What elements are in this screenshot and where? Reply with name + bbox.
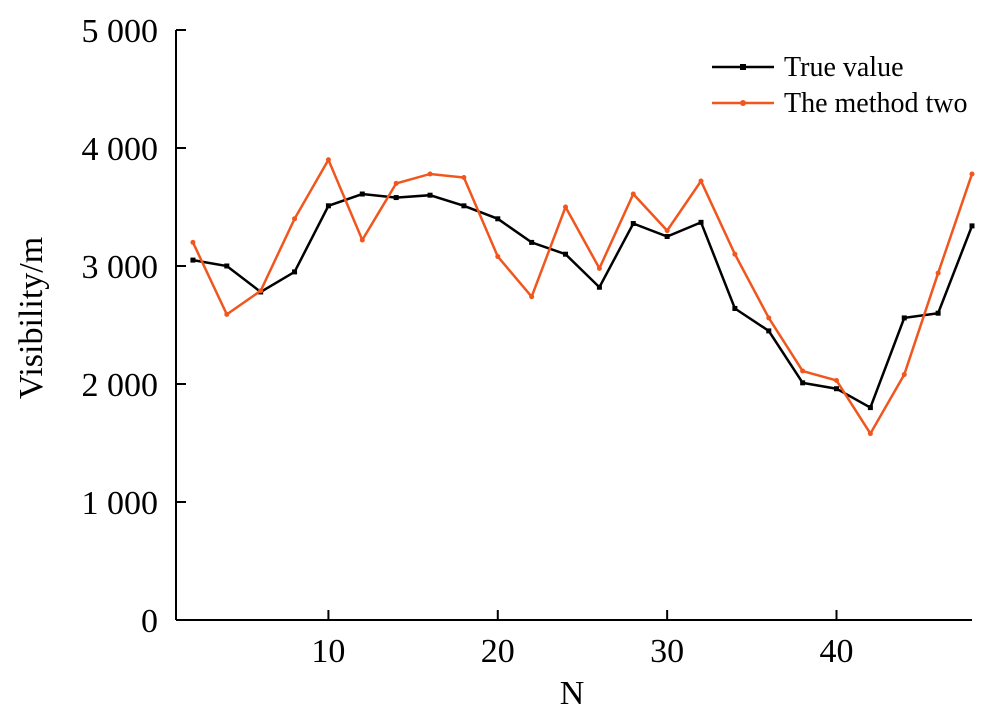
data-point — [800, 380, 806, 386]
x-ticks: 10 20 30 40 — [311, 610, 854, 670]
data-point — [529, 239, 535, 245]
data-point — [393, 180, 399, 186]
y-tick-label: 1 000 — [82, 485, 159, 522]
data-point — [698, 178, 704, 184]
legend-marker — [740, 64, 746, 70]
data-point — [563, 251, 569, 257]
data-point — [867, 405, 873, 411]
data-point — [224, 263, 230, 269]
data-point — [630, 221, 636, 227]
series-1 — [190, 191, 975, 411]
y-tick-label: 4 000 — [82, 131, 159, 168]
x-tick-label: 40 — [820, 633, 854, 670]
data-point — [224, 311, 230, 317]
data-point — [596, 284, 602, 290]
data-point — [969, 223, 975, 229]
data-point — [461, 203, 467, 209]
data-point — [969, 171, 975, 177]
data-point — [935, 270, 941, 276]
data-point — [766, 315, 772, 321]
series-line — [192, 192, 974, 410]
data-point — [664, 228, 670, 234]
series-line — [191, 156, 974, 436]
y-axis-label: Visibility/m — [13, 237, 50, 399]
legend-label: The method two — [784, 88, 968, 119]
data-point — [427, 192, 433, 198]
data-point — [325, 203, 331, 209]
y-tick-label: 3 000 — [82, 249, 159, 286]
y-tick-label: 0 — [141, 603, 158, 640]
legend-marker — [740, 100, 746, 106]
x-tick-label: 30 — [650, 633, 684, 670]
data-point — [834, 386, 840, 392]
x-axis-label: N — [560, 675, 585, 712]
x-tick-label: 10 — [311, 633, 345, 670]
data-point — [563, 204, 569, 210]
y-ticks: 0 1 000 2 000 3 000 4 000 5 000 — [82, 13, 186, 640]
legend: True value The method two — [712, 52, 968, 119]
data-point — [190, 239, 196, 245]
data-point — [732, 305, 738, 311]
data-point — [664, 234, 670, 239]
data-point — [325, 157, 331, 163]
data-point — [292, 216, 298, 222]
data-point — [258, 288, 264, 294]
data-point — [495, 216, 501, 222]
data-point — [630, 191, 636, 197]
data-point — [495, 254, 501, 260]
data-point — [732, 251, 738, 257]
legend-item: True value — [712, 52, 904, 83]
x-tick-label: 20 — [481, 633, 515, 670]
data-point — [359, 191, 365, 197]
data-point — [800, 368, 806, 374]
data-point — [359, 237, 365, 243]
data-point — [461, 175, 467, 180]
series-layer — [190, 156, 975, 437]
data-point — [292, 269, 298, 275]
data-point — [867, 431, 873, 437]
data-point — [393, 195, 399, 201]
data-point — [596, 265, 602, 271]
data-point — [766, 328, 772, 334]
data-point — [698, 219, 704, 225]
axes — [175, 30, 972, 621]
y-tick-label: 5 000 — [82, 13, 159, 50]
y-tick-label: 2 000 — [82, 367, 159, 404]
series-2 — [190, 156, 975, 437]
data-point — [834, 377, 840, 383]
legend-item: The method two — [712, 88, 968, 119]
legend-label: True value — [784, 52, 904, 83]
data-point — [901, 315, 907, 321]
data-point — [529, 294, 535, 300]
data-point — [935, 310, 941, 316]
data-point — [901, 372, 907, 378]
data-point — [190, 257, 196, 263]
data-point — [427, 171, 433, 177]
